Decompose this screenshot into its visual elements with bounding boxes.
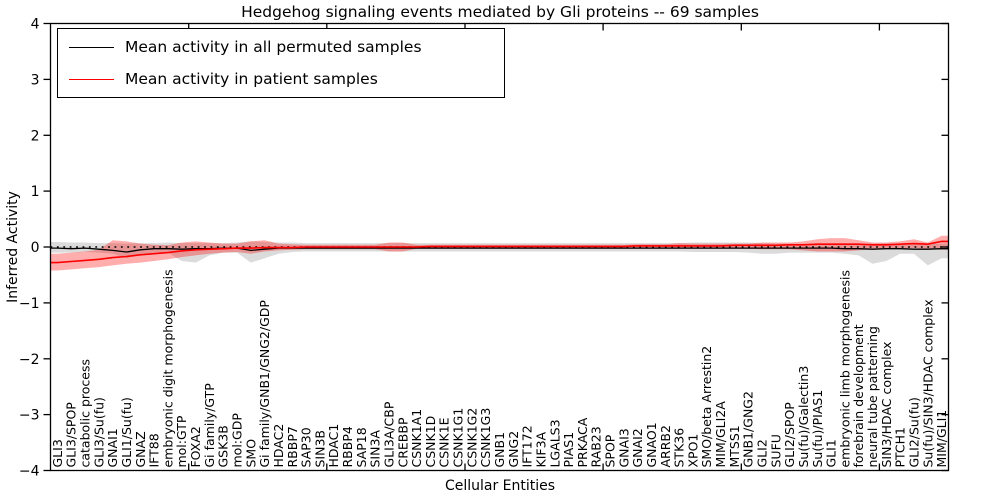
x-tick-label: GLI3 (50, 439, 65, 467)
x-tick-label: GNB1/GNG2 (741, 391, 756, 467)
y-tick-label: 4 (31, 17, 40, 33)
x-tick-label: HDAC2 (271, 424, 286, 468)
y-axis-label: Inferred Activity (5, 191, 21, 303)
x-tick-label: MIM/GLI2A (713, 401, 728, 468)
x-tick-label: MTSS1 (727, 425, 742, 467)
x-tick-label: neural tube patterning (865, 326, 880, 467)
x-tick-label: GLI2/Su(fu) (907, 397, 922, 467)
x-tick-label: RAB23 (589, 426, 604, 467)
x-tick-label: GNG2 (506, 431, 521, 468)
x-axis-label: Cellular Entities (444, 478, 556, 494)
legend-box: Mean activity in all permuted samples Me… (57, 28, 505, 98)
x-tick-label: SMO/beta Arrestin2 (699, 346, 714, 468)
y-tick-label: 3 (31, 72, 40, 88)
x-tick-label: SIN3/HDAC complex (879, 342, 894, 468)
x-tick-label: PRKACA (575, 417, 590, 467)
legend-entry-permuted: Mean activity in all permuted samples (58, 35, 504, 59)
x-tick-label: Su(fu)/SIN3/HDAC complex (920, 299, 935, 467)
y-tick-label: 1 (31, 184, 40, 200)
x-tick-label: FOXA2 (188, 426, 203, 467)
x-tick-label: GLI2/SPOP (782, 402, 797, 468)
x-tick-label: Gi family/GNB1/GNG2/GDP (257, 300, 272, 468)
x-tick-label: SUFU (768, 434, 783, 467)
x-tick-label: embryonic limb morphogenesis (837, 270, 852, 467)
x-tick-label: XPO1 (685, 434, 700, 468)
y-tick-label: −4 (19, 464, 40, 480)
x-tick-label: HDAC1 (326, 424, 341, 468)
x-tick-label: GNAI1 (105, 428, 120, 467)
y-tick-label: −3 (19, 408, 40, 424)
x-tick-label: forebrain development (851, 324, 866, 467)
x-tick-label: GNAZ (133, 431, 148, 467)
band-series-1 (50, 235, 949, 271)
line-series-1 (50, 240, 949, 264)
x-tick-label: GNB1 (492, 432, 507, 468)
x-tick-label: GLI1 (824, 439, 839, 467)
x-tick-label: IFT172 (520, 425, 535, 467)
x-tick-label: MIM/GLI1 (934, 410, 949, 468)
x-tick-label: CSNK1A1 (409, 409, 424, 468)
x-tick-label: GLI2 (755, 439, 770, 467)
legend-entry-patient: Mean activity in patient samples (58, 67, 504, 91)
x-tick-label: ARRB2 (658, 425, 673, 467)
y-tick-label: −1 (19, 296, 40, 312)
legend-label: Mean activity in all permuted samples (125, 38, 422, 56)
x-tick-label: PIAS1 (561, 432, 576, 468)
x-tick-label: GSK3B (216, 425, 231, 467)
x-tick-label: CSNK1G2 (464, 408, 479, 468)
x-tick-label: CREBBP (395, 417, 410, 467)
x-tick-label: GNAO1 (644, 422, 659, 467)
x-tick-label: SAP30 (299, 427, 314, 467)
x-tick-label: STK36 (672, 428, 687, 468)
y-tick-label: −2 (19, 352, 40, 368)
x-tick-label: Gi family/GTP (202, 383, 217, 468)
x-tick-label: Su(fu)/PIAS1 (810, 390, 825, 468)
x-tick-label: catabolic process (78, 359, 93, 468)
y-tick-label: 2 (31, 128, 40, 144)
x-tick-label: Su(fu)/Galectin3 (796, 366, 811, 468)
x-tick-label: GLI3A/CBP (382, 401, 397, 467)
x-tick-label: GLI3/SPOP (64, 402, 79, 468)
x-tick-label: CSNK1G1 (451, 408, 466, 468)
x-tick-label: SMO (243, 439, 258, 468)
x-tick-label: LGALS3 (547, 419, 562, 467)
y-tick-label: 0 (31, 240, 40, 256)
x-tick-label: CSNK1E (437, 417, 452, 467)
patient-line-swatch (69, 78, 114, 80)
x-tick-label: mol:GTP (174, 415, 189, 467)
x-tick-label: GLI1/Su(fu) (119, 397, 134, 467)
chart-title: Hedgehog signaling events mediated by Gl… (241, 3, 759, 21)
legend-label: Mean activity in patient samples (125, 70, 378, 88)
x-tick-label: SPOP (603, 434, 618, 467)
x-tick-label: mol:GDP (230, 413, 245, 468)
x-tick-label: embryonic digit morphogenesis (160, 269, 175, 467)
x-tick-label: GNAI2 (630, 428, 645, 467)
permuted-line-swatch (69, 46, 114, 48)
x-tick-label: IFT88 (147, 433, 162, 467)
x-tick-label: CSNK1D (423, 416, 438, 468)
x-tick-label: RBBP7 (285, 426, 300, 467)
x-tick-label: GNAI3 (616, 428, 631, 467)
x-tick-label: GLI3/Su(fu) (91, 397, 106, 467)
x-tick-label: SIN3A (368, 430, 383, 468)
x-tick-label: SIN3B (312, 430, 327, 468)
x-tick-label: RBBP4 (340, 426, 355, 467)
x-tick-label: KIF3A (533, 431, 548, 467)
line-series-0 (50, 247, 949, 253)
x-tick-label: PTCH1 (893, 427, 908, 468)
x-tick-label: SAP18 (354, 427, 369, 467)
x-tick-label: CSNK1G3 (478, 408, 493, 468)
